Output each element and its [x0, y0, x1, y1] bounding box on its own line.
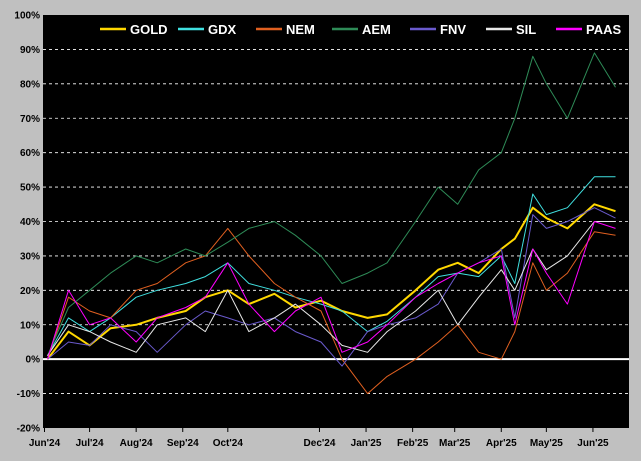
legend-label-gold: GOLD — [130, 22, 168, 37]
legend-label-nem: NEM — [286, 22, 315, 37]
legend-label-gdx: GDX — [208, 22, 237, 37]
series-line-sil — [47, 221, 616, 356]
y-axis-ticks: -20% -10% 0% 10% 20% 30% 40% 50% 60% 70% 80% 90% 100… — [14, 11, 40, 435]
series-line-aem — [47, 52, 616, 356]
y-tick-label: 60% — [20, 148, 40, 159]
y-tick-label: 0% — [26, 355, 41, 366]
y-tick-label: 30% — [20, 251, 40, 262]
y-tick-label: -20% — [17, 424, 40, 435]
x-tick-label: Jan'25 — [351, 438, 382, 449]
y-tick-label: 70% — [20, 114, 40, 125]
y-tick-label: 40% — [20, 217, 40, 228]
x-tick-label: Aug'24 — [120, 438, 153, 449]
x-tick-label: Apr'25 — [486, 438, 517, 449]
legend-label-aem: AEM — [362, 22, 391, 37]
x-tick-label: Mar'25 — [439, 438, 471, 449]
legend-label-sil: SIL — [516, 22, 536, 37]
y-tick-label: 90% — [20, 45, 40, 56]
x-tick-label: Jul'24 — [76, 438, 104, 449]
x-tick-label: Jun'25 — [577, 438, 609, 449]
x-tick-label: Dec'24 — [304, 438, 336, 449]
y-tick-label: 20% — [20, 286, 40, 297]
series-line-nem — [47, 227, 616, 395]
legend-label-fnv: FNV — [440, 22, 466, 37]
x-tick-label: May'25 — [530, 438, 563, 449]
legend-label-paas: PAAS — [586, 22, 621, 37]
legend: GOLD GDX NEM AEM FNV SIL PAAS — [100, 22, 621, 37]
y-tick-label: 10% — [20, 320, 40, 331]
x-tick-label: Jun'24 — [29, 438, 61, 449]
x-tick-label: Feb'25 — [397, 438, 429, 449]
y-tick-label: 50% — [20, 183, 40, 194]
x-tick-label: Sep'24 — [167, 438, 199, 449]
y-tick-label: 100% — [14, 11, 40, 22]
series-line-paas — [47, 221, 616, 360]
y-tick-label: 80% — [20, 79, 40, 90]
x-axis-ticks: Jun'24 Jul'24 Aug'24 Sep'24 Oct'24 Dec'24 Jan'… — [29, 428, 609, 449]
y-tick-label: -10% — [17, 389, 40, 400]
series-line-gdx — [47, 176, 616, 356]
series-layer — [46, 52, 616, 395]
series-line-fnv — [47, 207, 616, 367]
x-tick-label: Oct'24 — [213, 438, 244, 449]
